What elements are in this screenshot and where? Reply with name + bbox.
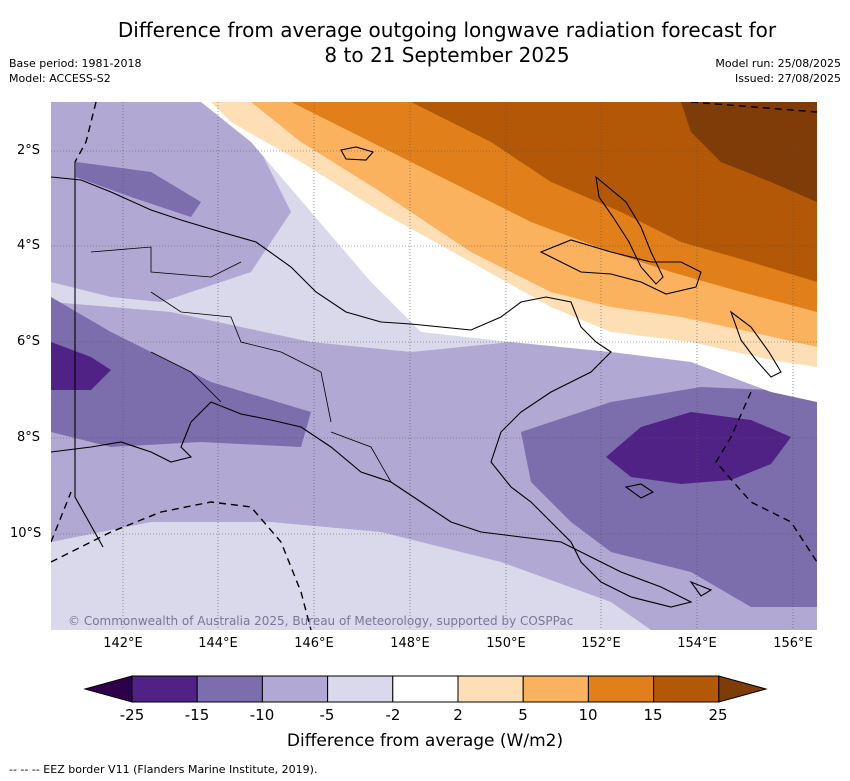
- colorbar-tick: 10: [578, 706, 598, 724]
- colorbar-segment: [261, 675, 329, 703]
- colorbar-tick: -5: [319, 706, 335, 724]
- title-line-2: 8 to 21 September 2025: [324, 43, 570, 67]
- manus-coast: [340, 146, 374, 161]
- model-name: Model: ACCESS-S2: [9, 72, 111, 85]
- title-line-1: Difference from average outgoing longwav…: [117, 18, 777, 42]
- band-minus25-west: [51, 342, 111, 390]
- colorbar-segment: [653, 675, 720, 703]
- colorbar-segment: [587, 675, 655, 703]
- lon-label-148e: 148°E: [390, 636, 430, 651]
- lat-label-2s: 2°S: [17, 143, 41, 158]
- lon-label-152e: 152°E: [581, 636, 621, 651]
- lon-label-142e: 142°E: [103, 636, 143, 651]
- colorbar: [83, 675, 768, 703]
- chart-title: Difference from average outgoing longwav…: [0, 18, 850, 68]
- issued-date: Issued: 27/08/2025: [734, 72, 841, 85]
- base-period: Base period: 1981-2018: [9, 57, 142, 70]
- colorbar-segment: [522, 675, 589, 703]
- new-ireland-coast: [595, 175, 664, 285]
- colorbar-tick: 5: [518, 706, 528, 724]
- colorbar-segment: [392, 675, 459, 703]
- colorbar-title: Difference from average (W/m2): [286, 731, 564, 751]
- coastlines: [51, 146, 782, 608]
- lon-label-146e: 146°E: [294, 636, 334, 651]
- png-border: [74, 162, 104, 548]
- colorbar-tick: -15: [184, 706, 210, 724]
- colorbar-over-extend: [718, 675, 768, 703]
- band-minus15-west: [51, 297, 311, 447]
- lon-label-156e: 156°E: [773, 636, 813, 651]
- lat-label-8s: 8°S: [17, 430, 41, 445]
- eez-borders: [51, 102, 817, 630]
- new-britain-coast: [539, 239, 702, 295]
- colorbar-segment: [327, 675, 394, 703]
- map-area: [51, 102, 817, 630]
- colorbar-tick: 15: [643, 706, 663, 724]
- colorbar-segment: [131, 675, 198, 703]
- band-plus25: [681, 102, 817, 202]
- copyright-notice: © Commonwealth of Australia 2025, Bureau…: [68, 614, 574, 628]
- colorbar-segment: [196, 675, 263, 703]
- colorbar-tick: -25: [119, 706, 145, 724]
- lon-label-144e: 144°E: [198, 636, 238, 651]
- new-guinea-coast: [51, 176, 693, 608]
- meta-right: Model run: 25/08/2025 Issued: 27/08/2025: [715, 56, 841, 86]
- lat-label-6s: 6°S: [17, 334, 41, 349]
- lat-label-4s: 4°S: [17, 238, 41, 253]
- eez-legend: -- -- -- EEZ border V11 (Flanders Marine…: [9, 763, 318, 776]
- lon-label-154e: 154°E: [677, 636, 717, 651]
- lat-label-10s: 10°S: [10, 526, 42, 541]
- bougainville-coast: [729, 310, 782, 378]
- colorbar-under-extend: [83, 675, 133, 703]
- band-minus15-north: [76, 162, 201, 217]
- map-svg: [51, 102, 817, 630]
- province-lines: [90, 246, 392, 483]
- colorbar-tick: 2: [453, 706, 463, 724]
- band-minus25-east: [606, 412, 791, 484]
- lon-label-150e: 150°E: [486, 636, 526, 651]
- meta-left: Base period: 1981-2018 Model: ACCESS-S2: [9, 56, 141, 86]
- gridlines: [51, 102, 817, 630]
- colorbar-segment: [457, 675, 524, 703]
- colorbar-tick: -2: [385, 706, 401, 724]
- model-run: Model run: 25/08/2025: [715, 57, 841, 70]
- colorbar-tick: -10: [249, 706, 275, 724]
- louisiade-coast: [624, 483, 713, 597]
- colorbar-tick: 25: [708, 706, 728, 724]
